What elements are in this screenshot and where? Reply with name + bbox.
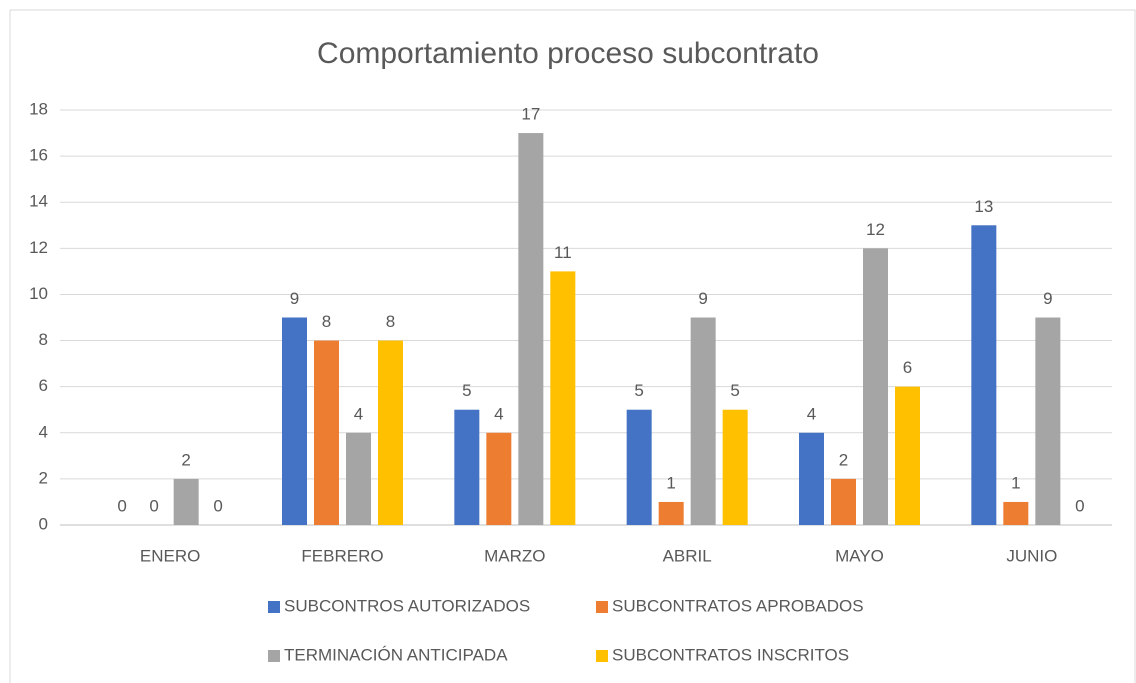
data-label: 9 bbox=[290, 289, 299, 308]
bar bbox=[626, 409, 652, 525]
data-label: 9 bbox=[1043, 289, 1052, 308]
legend-swatch bbox=[268, 601, 280, 613]
bar bbox=[895, 386, 920, 525]
data-label: 13 bbox=[974, 197, 993, 216]
data-label: 9 bbox=[698, 289, 707, 308]
data-label: 12 bbox=[866, 220, 885, 239]
data-label: 6 bbox=[903, 358, 912, 377]
data-label: 0 bbox=[149, 496, 158, 515]
x-tick-label: ENERO bbox=[140, 546, 200, 565]
bar bbox=[282, 317, 307, 525]
legend-label: SUBCONTRATOS INSCRITOS bbox=[612, 645, 849, 664]
data-label: 4 bbox=[354, 404, 363, 423]
legend-label: SUBCONTROS AUTORIZADOS bbox=[284, 596, 530, 615]
legend-swatch bbox=[268, 650, 280, 662]
bar bbox=[971, 225, 997, 525]
bar bbox=[658, 501, 684, 525]
bar bbox=[863, 248, 888, 526]
data-label: 5 bbox=[730, 381, 739, 400]
bar bbox=[518, 133, 544, 526]
data-label: 8 bbox=[386, 312, 395, 331]
bar bbox=[550, 271, 576, 525]
bar bbox=[1003, 501, 1029, 525]
data-label: 0 bbox=[117, 496, 126, 515]
legend-label: TERMINACIÓN ANTICIPADA bbox=[284, 645, 508, 664]
data-label: 4 bbox=[807, 404, 816, 423]
bar bbox=[722, 409, 748, 525]
chart-title: Comportamiento proceso subcontrato bbox=[317, 37, 819, 70]
x-tick-label: MAYO bbox=[835, 546, 884, 565]
y-tick-label: 8 bbox=[39, 330, 48, 349]
x-tick-label: JUNIO bbox=[1006, 546, 1057, 565]
y-tick-label: 16 bbox=[29, 146, 48, 165]
y-tick-label: 4 bbox=[39, 422, 48, 441]
data-label: 1 bbox=[1011, 473, 1020, 492]
data-label: 17 bbox=[521, 105, 540, 124]
y-tick-label: 6 bbox=[39, 376, 48, 395]
x-tick-label: MARZO bbox=[484, 546, 545, 565]
data-label: 5 bbox=[634, 381, 643, 400]
bar bbox=[378, 340, 403, 525]
legend-label: SUBCONTRATOS APROBADOS bbox=[612, 596, 864, 615]
legend-swatch bbox=[596, 601, 608, 613]
bar bbox=[831, 478, 856, 525]
data-label: 0 bbox=[1075, 496, 1084, 515]
y-tick-label: 2 bbox=[39, 468, 48, 487]
bar bbox=[690, 317, 716, 525]
y-tick-label: 14 bbox=[29, 192, 48, 211]
data-label: 2 bbox=[181, 450, 190, 469]
bar bbox=[1035, 317, 1061, 525]
bar bbox=[314, 340, 339, 525]
data-label: 5 bbox=[462, 381, 471, 400]
data-label: 11 bbox=[554, 243, 572, 262]
bar bbox=[486, 432, 512, 525]
y-tick-label: 0 bbox=[39, 514, 48, 533]
data-label: 0 bbox=[213, 496, 222, 515]
data-label: 4 bbox=[494, 404, 503, 423]
bar bbox=[454, 409, 480, 525]
bar bbox=[799, 432, 824, 525]
data-label: 2 bbox=[839, 450, 848, 469]
legend-swatch bbox=[596, 650, 608, 662]
y-tick-label: 18 bbox=[29, 99, 48, 118]
data-label: 1 bbox=[666, 473, 675, 492]
data-label: 8 bbox=[322, 312, 331, 331]
y-tick-label: 12 bbox=[29, 238, 48, 257]
bar bbox=[346, 432, 371, 525]
bar bbox=[173, 478, 199, 525]
x-tick-label: ABRIL bbox=[663, 546, 712, 565]
x-tick-label: FEBRERO bbox=[301, 546, 383, 565]
y-tick-label: 10 bbox=[29, 284, 48, 303]
